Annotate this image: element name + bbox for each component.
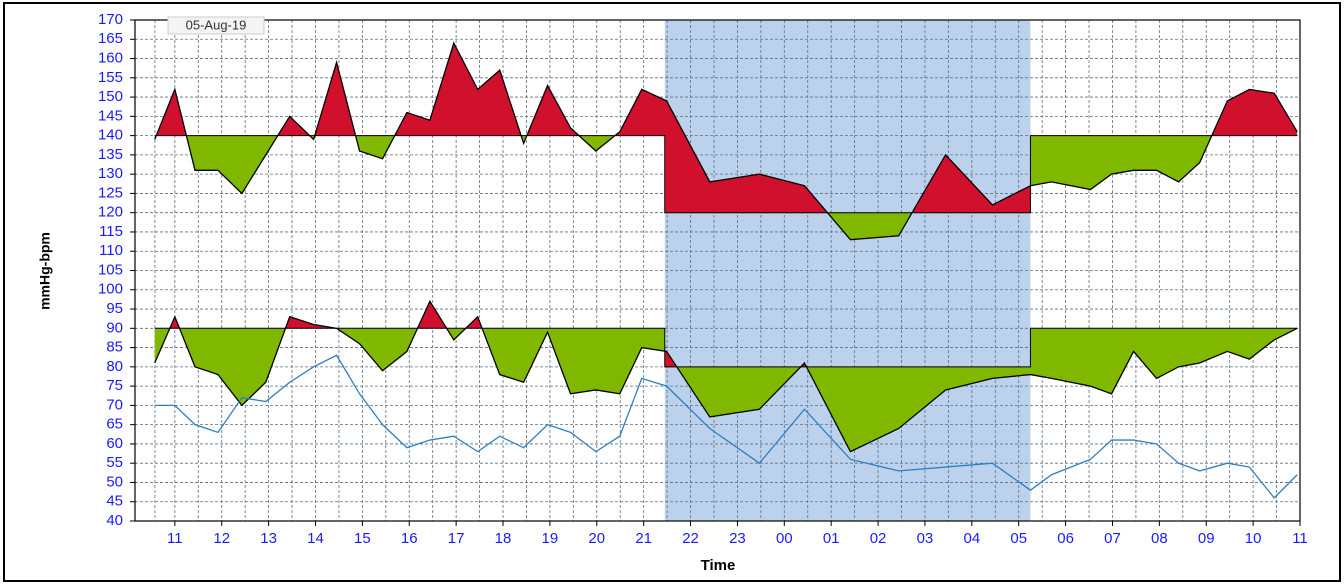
plot-frame (134, 19, 1301, 522)
series-line (154, 354, 1298, 499)
x-tick-label: 16 (401, 530, 418, 547)
x-tick-label: 12 (213, 530, 230, 547)
x-tick-label: 18 (495, 530, 512, 547)
date-label: 05-Aug-19 (186, 17, 247, 32)
threshold-line (154, 327, 1298, 368)
y-tick-label: 55 (106, 454, 123, 471)
x-tick-label: 13 (260, 530, 277, 547)
x-tick-label: 19 (542, 530, 559, 547)
y-tick-label: 160 (98, 50, 123, 67)
y-tick-label: 60 (106, 435, 123, 452)
x-tick-label: 21 (635, 530, 652, 547)
y-tick-label: 150 (98, 88, 123, 105)
y-tick-label: 170 (98, 11, 123, 28)
x-tick-label: 14 (307, 530, 324, 547)
date-box (167, 16, 265, 35)
x-tick-label: 06 (1057, 530, 1074, 547)
y-tick-label: 75 (106, 377, 123, 394)
x-tick-label: 03 (917, 530, 934, 547)
y-tick-label: 70 (106, 396, 123, 413)
x-tick-label: 08 (1151, 530, 1168, 547)
x-tick-label: 01 (823, 530, 840, 547)
y-tick-label: 40 (106, 512, 123, 529)
y-tick-label: 45 (106, 493, 123, 510)
above-threshold-fill (154, 43, 1298, 213)
series-line (154, 299, 1298, 453)
y-tick-label: 65 (106, 416, 123, 433)
x-tick-label: 02 (870, 530, 887, 547)
y-tick-label: 110 (99, 242, 123, 259)
y-tick-label: 90 (106, 319, 123, 336)
y-tick-label: 80 (106, 358, 123, 375)
y-tick-label: 135 (98, 146, 123, 163)
x-tick-label: 05 (1010, 530, 1027, 547)
x-tick-label: 00 (776, 530, 793, 547)
y-tick-label: 100 (98, 281, 123, 298)
y-tick-label: 120 (98, 204, 123, 221)
y-tick-label: 115 (99, 223, 123, 240)
x-tick-label: 22 (682, 530, 699, 547)
x-tick-label: 11 (1292, 530, 1308, 547)
x-tick-label: 04 (963, 530, 980, 547)
y-tick-label: 130 (98, 165, 123, 182)
x-tick-label: 15 (354, 530, 371, 547)
x-tick-label: 09 (1198, 530, 1215, 547)
x-tick-label: 17 (448, 530, 465, 547)
y-tick-label: 50 (106, 473, 123, 490)
y-tick-label: 95 (106, 300, 123, 317)
x-tick-label: 23 (729, 530, 746, 547)
y-tick-label: 155 (98, 69, 123, 86)
y-tick-label: 105 (98, 261, 123, 278)
series-line (154, 41, 1298, 241)
x-tick-label: 10 (1245, 530, 1262, 547)
y-tick-label: 85 (106, 339, 123, 356)
x-tick-label: 11 (167, 530, 183, 547)
y-tick-label: 165 (98, 30, 123, 47)
x-tick-label: 20 (588, 530, 605, 547)
y-tick-label: 125 (98, 184, 123, 201)
x-tick-label: 07 (1104, 530, 1121, 547)
x-axis-title: Time (701, 557, 736, 574)
y-tick-label: 140 (98, 127, 123, 144)
below-threshold-fill (154, 328, 1298, 452)
y-axis-title: mmHg-bpm (37, 232, 53, 310)
y-tick-label: 145 (98, 107, 123, 124)
outer-frame (3, 2, 1341, 582)
